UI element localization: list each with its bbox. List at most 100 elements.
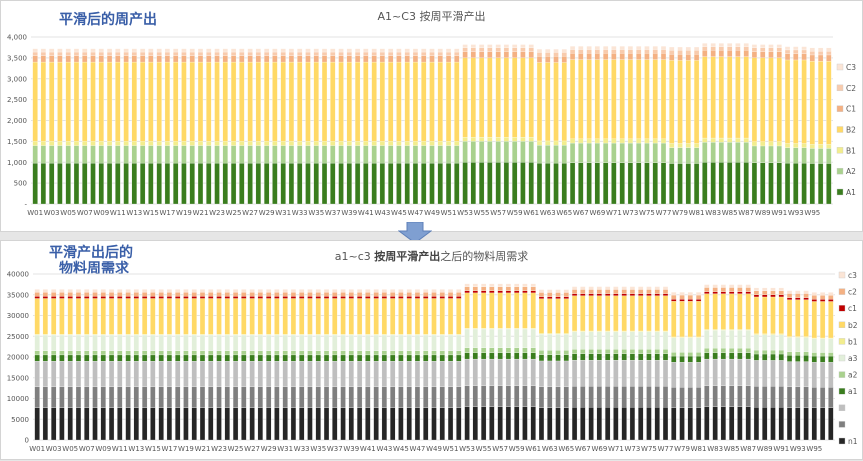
bottom-bar-segment (687, 387, 693, 408)
bottom-bar-segment (737, 358, 743, 386)
bottom-bar-segment (117, 298, 123, 335)
bottom-bar-segment (679, 387, 685, 408)
bottom-x-tick-label: W59 (509, 445, 525, 453)
bottom-bar-segment (481, 347, 487, 353)
top-bar-segment (768, 47, 774, 52)
bottom-bar-segment (580, 293, 586, 296)
top-bar-segment (156, 145, 162, 164)
top-bar-segment (305, 145, 311, 164)
bottom-bar-segment (365, 298, 371, 335)
bottom-bar-segment (811, 299, 817, 302)
bottom-bar-segment (654, 353, 660, 361)
bottom-bar-segment (778, 386, 784, 408)
bottom-bar-segment (803, 293, 809, 298)
bottom-bar-segment (199, 334, 206, 351)
bottom-bar-segment (414, 354, 421, 362)
top-x-tick-label: W15 (143, 209, 159, 217)
bottom-bar-segment (51, 386, 57, 408)
top-x-tick-label: W19 (176, 209, 192, 217)
bottom-bar-segment (729, 287, 735, 292)
bottom-bar-segment (638, 386, 644, 408)
top-bar-segment (40, 51, 47, 56)
bottom-bar-segment (51, 298, 57, 335)
bottom-bar-segment (42, 298, 49, 335)
bottom-bar-segment (489, 358, 495, 386)
bottom-bar-segment (158, 298, 164, 335)
top-bar-segment (561, 56, 567, 63)
top-bar-segment (553, 145, 559, 164)
bottom-bar-segment (737, 284, 743, 288)
bottom-bar-segment (497, 290, 503, 294)
top-bar-segment (751, 51, 758, 58)
top-bar-segment (784, 162, 791, 205)
bottom-bar-segment (274, 407, 280, 441)
bottom-bar-segment (208, 298, 214, 335)
bottom-bar-segment (67, 354, 73, 362)
top-bar-segment (809, 51, 815, 56)
bottom-bar-segment (786, 299, 793, 337)
top-bar-segment (470, 57, 476, 138)
top-bar-segment (660, 49, 667, 54)
top-bar-segment (553, 162, 559, 205)
bottom-bar-segment (356, 361, 363, 388)
bottom-bar-segment (274, 296, 280, 299)
bottom-bar-segment (439, 386, 445, 408)
bottom-bar-segment (398, 386, 404, 408)
bottom-bar-segment (712, 352, 718, 360)
top-bar-segment (230, 141, 237, 146)
bottom-bar-segment (596, 289, 602, 294)
top-bar-segment (264, 51, 270, 56)
top-bar-segment (363, 61, 369, 142)
bottom-bar-segment (547, 386, 553, 408)
bottom-bar-segment (199, 361, 206, 388)
top-bar-segment (106, 51, 113, 56)
top-x-tick-label: W41 (358, 209, 374, 217)
top-bar-segment (297, 55, 303, 63)
bottom-bar-segment (274, 292, 280, 297)
bottom-bar-segment (183, 289, 189, 293)
top-bar-segment (536, 140, 543, 146)
bottom-bar-segment (803, 297, 809, 300)
top-bar-segment (437, 51, 443, 56)
bottom-bar-segment (117, 350, 123, 356)
top-bar-segment (826, 54, 832, 62)
top-bar-segment (181, 55, 187, 63)
top-bar-segment (454, 162, 460, 205)
bottom-bar-segment (555, 292, 561, 297)
bottom-bar-segment (406, 296, 412, 299)
bottom-legend-label: c3 (848, 271, 857, 280)
bottom-bar-segment (299, 292, 305, 297)
top-bar-segment (801, 53, 807, 61)
bottom-bar-segment (166, 350, 173, 356)
top-x-tick-label: W77 (656, 209, 672, 217)
bottom-bar-segment (580, 295, 586, 332)
bottom-bar-segment (605, 331, 611, 350)
top-bar-segment (586, 162, 592, 205)
bottom-bar-segment (414, 386, 421, 408)
bottom-bar-segment (332, 361, 338, 388)
bottom-bar-segment (150, 386, 156, 408)
top-bar-segment (495, 51, 501, 58)
top-bar-segment (594, 138, 600, 144)
bottom-bar-segment (166, 289, 173, 293)
top-bar-segment (611, 53, 617, 60)
bottom-bar-segment (679, 337, 685, 353)
top-bar-segment (627, 49, 634, 54)
top-bar-segment (338, 162, 344, 205)
bottom-bar-segment (108, 296, 115, 299)
bottom-bar-segment (323, 407, 330, 441)
top-bar-segment (826, 61, 832, 145)
bottom-x-tick-label: W73 (625, 445, 641, 453)
bottom-bar-segment (274, 298, 280, 335)
bottom-bar-segment (406, 386, 412, 408)
top-bar-segment (73, 145, 80, 164)
bottom-bar-segment (671, 362, 677, 388)
bottom-bar-segment (654, 359, 660, 387)
bottom-bar-segment (786, 290, 793, 294)
bottom-bar-segment (654, 349, 660, 354)
bottom-chart-title: a1~c3 按周平滑产出之后的物料周需求 (1, 248, 862, 264)
bottom-bar-segment (34, 289, 40, 293)
bottom-bar-segment (315, 296, 321, 299)
top-bar-segment (371, 55, 377, 63)
top-bar-segment (669, 50, 675, 55)
